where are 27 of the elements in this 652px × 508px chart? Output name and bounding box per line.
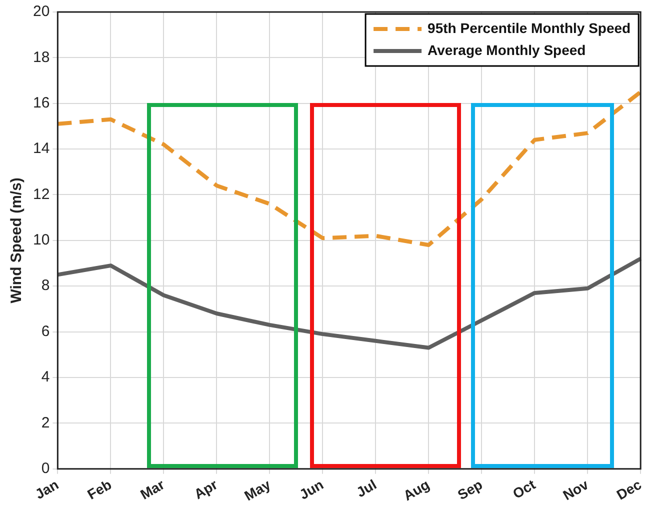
x-tick-label: Mar [138,476,168,502]
x-tick-label: Jul [354,476,380,500]
y-tick-label: 0 [41,460,50,477]
y-tick-label: 6 [41,322,50,340]
x-tick-label: Feb [84,476,114,502]
line-series [56,90,643,247]
y-tick-label: 16 [32,94,50,112]
x-tick-label: May [242,476,274,504]
y-tick-label: 4 [41,368,50,386]
x-tick-label: Apr [191,476,221,502]
x-tick-label: Oct [510,476,538,502]
x-tick-label: Jan [32,476,62,502]
y-axis-title: Wind Speed (m/s) [8,178,26,304]
x-tick-label: Sep [454,476,486,503]
y-tick-label: 20 [32,3,50,20]
y-tick-label: 2 [41,414,50,432]
y-tick-label: 12 [32,186,50,203]
y-tick-label: 10 [32,232,50,249]
x-tick-label: Jun [296,476,326,502]
y-tick-label: 18 [32,48,50,66]
x-tick-label: Dec [614,476,644,503]
y-tick-label: 14 [32,140,50,158]
legend-label: Average Monthly Speed [428,42,586,58]
x-tick-label: Nov [560,476,592,504]
x-tick-label: Aug [400,476,432,504]
y-tick-label: 8 [41,277,50,294]
legend-label: 95th Percentile Monthly Speed [428,20,631,36]
